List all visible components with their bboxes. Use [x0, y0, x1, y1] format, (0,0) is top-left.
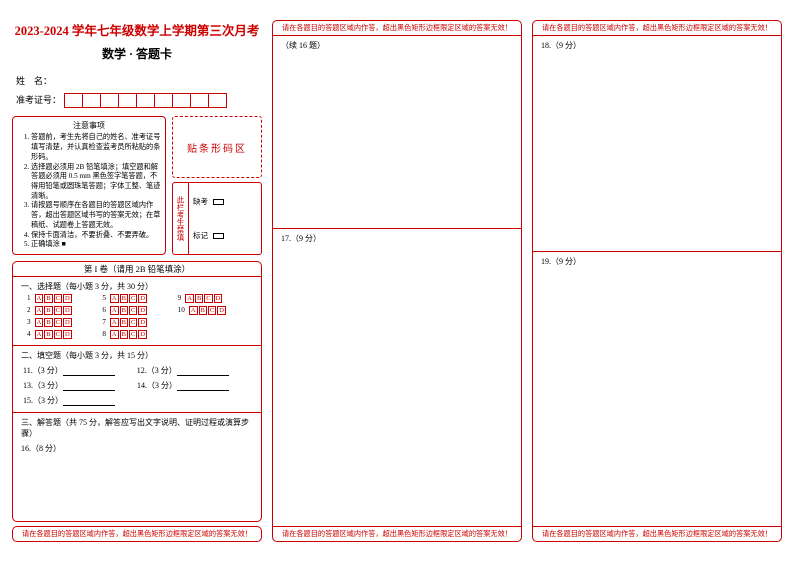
- fill-row: 11.（3 分） 12.（3 分）: [21, 361, 253, 376]
- col2-bottom-warning: 请在各题目的答题区域内作答，超出黑色矩形边框限定区域的答案无效！: [273, 526, 521, 541]
- mc-item[interactable]: 9ABCD: [178, 294, 253, 303]
- card-subtitle: 数学 · 答题卡: [12, 45, 262, 62]
- absent-checkbox[interactable]: [213, 199, 224, 205]
- id-cell[interactable]: [208, 93, 227, 108]
- instructions-title: 注意事项: [17, 120, 161, 131]
- mark-checkbox[interactable]: [213, 233, 224, 239]
- q18-space[interactable]: [533, 55, 781, 251]
- fill-item[interactable]: 13.（3 分）: [23, 380, 115, 391]
- instruction-item: 请按题号顺序在各题目的答题区域内作答，超出答题区域书写的答案无效；在草稿纸、试题…: [31, 201, 161, 230]
- mc-item[interactable]: 6ABCD: [102, 306, 177, 315]
- mark-row: 标记: [193, 230, 257, 241]
- q18-label: 18.（9 分）: [533, 36, 781, 55]
- mc-item[interactable]: 8ABCD: [102, 330, 177, 339]
- no-fill-right: 缺考 标记: [189, 183, 261, 254]
- fill-item[interactable]: 12.（3 分）: [137, 365, 229, 376]
- id-label: 准考证号：: [16, 95, 61, 105]
- column-left: 2023-2024 学年七年级数学上学期第三次月考 数学 · 答题卡 姓 名： …: [12, 20, 262, 542]
- mc-item[interactable]: 7ABCD: [102, 318, 177, 327]
- fill-item[interactable]: 14.（3 分）: [137, 380, 229, 391]
- fill-row: 15.（3 分）: [21, 391, 253, 406]
- mc-item[interactable]: 2ABCD: [27, 306, 102, 315]
- col3-top-warning: 请在各题目的答题区域内作答，超出黑色矩形边框限定区域的答案无效！: [533, 21, 781, 36]
- fill-section: 二、填空题（每小题 3 分，共 15 分） 11.（3 分）12.（3 分）13…: [13, 346, 261, 412]
- id-cell[interactable]: [136, 93, 155, 108]
- mc-item[interactable]: 3ABCD: [27, 318, 102, 327]
- q16-continued: （续 16 题）: [273, 36, 521, 55]
- q16-space[interactable]: [13, 464, 261, 521]
- col2-box: 请在各题目的答题区域内作答，超出黑色矩形边框限定区域的答案无效！ （续 16 题…: [272, 20, 522, 542]
- mc-heading: 一、选择题（每小题 3 分，共 30 分）: [21, 281, 253, 292]
- q17-label: 17.（9 分）: [273, 229, 521, 248]
- id-cell[interactable]: [100, 93, 119, 108]
- mc-item[interactable]: 10ABCD: [178, 306, 253, 315]
- no-fill-box: 此栏考生禁填 缺考 标记: [172, 182, 262, 255]
- instruction-item: 正确填涂 ■: [31, 240, 161, 250]
- id-cells[interactable]: [65, 93, 227, 108]
- exam-title: 2023-2024 学年七年级数学上学期第三次月考: [12, 20, 262, 39]
- mc-section: 一、选择题（每小题 3 分，共 30 分） 1ABCD5ABCD9ABCD 2AB…: [13, 277, 261, 345]
- fill-item[interactable]: 11.（3 分）: [23, 365, 115, 376]
- mc-item[interactable]: 4ABCD: [27, 330, 102, 339]
- instruction-row: 注意事项 答题前，考生先将自己的姓名、准考证号填写清楚，并认真检查监考员所粘贴的…: [12, 116, 262, 255]
- column-right: 请在各题目的答题区域内作答，超出黑色矩形边框限定区域的答案无效！ 18.（9 分…: [532, 20, 782, 542]
- part1-title: 第 I 卷（请用 2B 铅笔填涂）: [13, 262, 261, 276]
- instructions-box: 注意事项 答题前，考生先将自己的姓名、准考证号填写清楚，并认真检查监考员所粘贴的…: [12, 116, 166, 255]
- q16-cont-space[interactable]: [273, 55, 521, 228]
- mc-grid[interactable]: 1ABCD5ABCD9ABCD 2ABCD6ABCD10ABCD 3ABCD7ABC…: [21, 292, 253, 339]
- q17-space[interactable]: [273, 248, 521, 526]
- barcode-label: 贴条形码区: [187, 140, 247, 155]
- id-cell[interactable]: [64, 93, 83, 108]
- mc-item[interactable]: [178, 330, 253, 339]
- col1-bottom-warning: 请在各题目的答题区域内作答，超出黑色矩形边框限定区域的答案无效！: [12, 526, 262, 542]
- id-cell[interactable]: [154, 93, 173, 108]
- name-row: 姓 名：: [16, 74, 262, 87]
- mc-item[interactable]: 1ABCD: [27, 294, 102, 303]
- absent-row: 缺考: [193, 196, 257, 207]
- warning-text-1: 请在各题目的答题区域内作答，超出黑色矩形边框限定区域的答案无效！: [13, 527, 261, 541]
- q19-label: 19.（9 分）: [533, 252, 781, 271]
- instructions-list: 答题前，考生先将自己的姓名、准考证号填写清楚，并认真检查监考员所粘贴的条形码。选…: [17, 133, 161, 250]
- fill-item[interactable]: 15.（3 分）: [23, 395, 115, 406]
- q16-label: 16.（8 分）: [21, 439, 253, 458]
- fill-heading: 二、填空题（每小题 3 分，共 15 分）: [21, 350, 253, 361]
- mc-item[interactable]: 5ABCD: [102, 294, 177, 303]
- main-answer-box: 第 I 卷（请用 2B 铅笔填涂） 一、选择题（每小题 3 分，共 30 分） …: [12, 261, 262, 522]
- instruction-item: 答题前，考生先将自己的姓名、准考证号填写清楚，并认真检查监考员所粘贴的条形码。: [31, 133, 161, 162]
- no-fill-side-label: 此栏考生禁填: [173, 183, 189, 254]
- right-stack: 贴条形码区 此栏考生禁填 缺考 标记: [172, 116, 262, 255]
- column-middle: 请在各题目的答题区域内作答，超出黑色矩形边框限定区域的答案无效！ （续 16 题…: [272, 20, 522, 542]
- col3-bottom-warning: 请在各题目的答题区域内作答，超出黑色矩形边框限定区域的答案无效！: [533, 526, 781, 541]
- id-cell[interactable]: [172, 93, 191, 108]
- col2-top-warning: 请在各题目的答题区域内作答，超出黑色矩形边框限定区域的答案无效！: [273, 21, 521, 36]
- id-cell[interactable]: [118, 93, 137, 108]
- col3-box: 请在各题目的答题区域内作答，超出黑色矩形边框限定区域的答案无效！ 18.（9 分…: [532, 20, 782, 542]
- fill-row: 13.（3 分） 14.（3 分）: [21, 376, 253, 391]
- mc-item[interactable]: [178, 318, 253, 327]
- instruction-item: 保持卡面清洁，不要折叠、不要弄破。: [31, 231, 161, 241]
- answer-section-heading: 三、解答题（共 75 分，解答应写出文字说明、证明过程或演算步骤） 16.（8 …: [13, 413, 261, 464]
- instruction-item: 选择题必须用 2B 铅笔填涂；填空题和解答题必须用 0.5 mm 黑色签字笔答题…: [31, 163, 161, 202]
- id-cell[interactable]: [190, 93, 209, 108]
- barcode-area: 贴条形码区: [172, 116, 262, 177]
- id-row: 准考证号：: [16, 93, 262, 108]
- id-cell[interactable]: [82, 93, 101, 108]
- name-label: 姓 名：: [16, 76, 52, 86]
- q19-space[interactable]: [533, 271, 781, 526]
- answer-heading: 三、解答题（共 75 分，解答应写出文字说明、证明过程或演算步骤）: [21, 417, 253, 439]
- fill-rows[interactable]: 11.（3 分） 12.（3 分） 13.（3 分） 14.（3 分） 15.（3 分）: [21, 361, 253, 406]
